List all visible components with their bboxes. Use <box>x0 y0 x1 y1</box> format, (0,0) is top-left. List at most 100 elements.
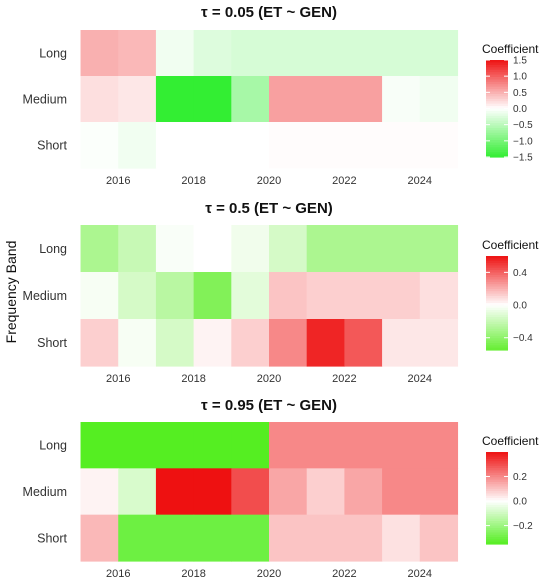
legend-gradient-step <box>486 458 508 462</box>
legend-gradient-step <box>486 84 508 88</box>
legend-gradient-step <box>486 488 508 492</box>
heatmap-cell <box>306 319 345 367</box>
legend-gradient-step <box>486 260 508 264</box>
legend-gradient-step <box>486 507 508 511</box>
legend-gradient-step <box>486 514 508 517</box>
heatmap-cell <box>155 225 195 273</box>
legend-gradient-step <box>486 509 508 513</box>
legend-gradient-step <box>486 491 508 494</box>
legend-gradient-step <box>486 303 508 306</box>
y-tick-label: Long <box>39 47 67 61</box>
legend-gradient-step <box>486 93 508 97</box>
legend-gradient-step <box>486 333 508 337</box>
heatmap-cell <box>344 76 383 123</box>
heatmap-cell <box>231 514 270 562</box>
legend-gradient-step <box>486 256 508 259</box>
y-tick-label: Short <box>37 531 67 545</box>
legend-gradient-step <box>486 135 508 139</box>
heatmap-cell <box>382 468 421 516</box>
legend-gradient-step <box>486 312 508 316</box>
x-tick-label: 2020 <box>257 373 281 385</box>
heatmap-cell <box>269 468 308 516</box>
legend-gradient-step <box>486 263 508 266</box>
heatmap-cell <box>193 422 232 469</box>
y-tick-label: Short <box>37 139 67 153</box>
legend-gradient-step <box>486 347 508 351</box>
panel-title: τ = 0.05 (ET ~ GEN) <box>201 4 337 21</box>
legend-tick-label: 0.0 <box>513 301 527 312</box>
legend-gradient-step <box>486 502 508 506</box>
legend-gradient-step <box>486 305 508 309</box>
legend-tick-label: −1.0 <box>513 136 533 147</box>
heatmap-cell <box>80 422 119 469</box>
heatmap-cell <box>382 122 421 169</box>
legend-gradient-step <box>486 452 508 455</box>
legend-gradient-step <box>486 463 508 467</box>
legend-gradient-step <box>486 472 508 476</box>
legend-gradient-step <box>486 286 508 290</box>
heatmap-cell <box>269 514 308 562</box>
y-tick-label: Medium <box>23 93 67 107</box>
legend-gradient-step <box>486 307 508 311</box>
legend-gradient-step <box>486 79 508 83</box>
heatmap-cell <box>155 122 195 169</box>
legend-gradient-step <box>486 342 508 346</box>
heatmap-cell <box>155 30 195 77</box>
legend-gradient-step <box>486 298 508 302</box>
heatmap-cell <box>306 422 345 469</box>
legend-gradient-step <box>486 525 508 529</box>
y-tick-label: Medium <box>23 485 67 499</box>
heatmap-cell <box>231 225 270 273</box>
heatmap-cell <box>155 272 195 320</box>
legend-gradient-step <box>486 310 508 313</box>
heatmap-cell <box>269 422 308 469</box>
legend-gradient-step <box>486 291 508 295</box>
heatmap-cell <box>269 272 308 320</box>
heatmap-cell <box>382 514 421 562</box>
legend-gradient-step <box>486 340 508 344</box>
heatmap-cell <box>306 30 345 77</box>
heatmap-cell <box>231 468 270 516</box>
legend-gradient-step <box>486 91 508 95</box>
heatmap-cell <box>269 30 308 77</box>
legend-tick-label: −0.4 <box>513 333 533 344</box>
legend-gradient-step <box>486 321 508 325</box>
legend-gradient-step <box>486 149 508 153</box>
heatmap-cell <box>419 30 459 77</box>
x-tick-label: 2018 <box>181 373 205 385</box>
legend-gradient-step <box>486 267 508 271</box>
heatmap-cell <box>80 122 119 169</box>
heatmap-cell <box>80 319 119 367</box>
legend-gradient-step <box>486 127 508 131</box>
heatmap-cell <box>382 422 421 469</box>
heatmap-cell <box>306 122 345 169</box>
legend-gradient-step <box>486 277 508 281</box>
x-tick-label: 2024 <box>408 175 432 187</box>
legend-gradient-step <box>486 272 508 276</box>
x-tick-label: 2016 <box>106 568 130 580</box>
heatmap-cell <box>382 319 421 367</box>
legend-gradient-step <box>486 125 508 129</box>
legend-gradient-step <box>486 527 508 531</box>
heatmap-cell <box>231 422 270 469</box>
legend-gradient-step <box>486 98 508 102</box>
legend-tick-label: 1.5 <box>513 56 527 67</box>
legend-gradient-step <box>486 541 508 545</box>
heatmap-cell <box>193 272 232 320</box>
legend-gradient-step <box>486 331 508 335</box>
legend-gradient-step <box>486 62 508 66</box>
legend-gradient-step <box>486 120 508 124</box>
legend-gradient-step <box>486 86 508 90</box>
heatmap-cell <box>193 319 232 367</box>
legend-gradient-step <box>486 103 508 107</box>
legend-tick-label: −0.5 <box>513 120 533 131</box>
heatmap-cell <box>80 76 119 123</box>
legend-gradient-step <box>486 60 508 64</box>
legend-gradient-step <box>486 74 508 78</box>
legend-gradient-step <box>486 274 508 278</box>
heatmap-cell <box>344 30 383 77</box>
legend-gradient-step <box>486 69 508 73</box>
legend-gradient-step <box>486 67 508 71</box>
heatmap-cell <box>231 76 270 123</box>
legend-gradient-step <box>486 137 508 141</box>
